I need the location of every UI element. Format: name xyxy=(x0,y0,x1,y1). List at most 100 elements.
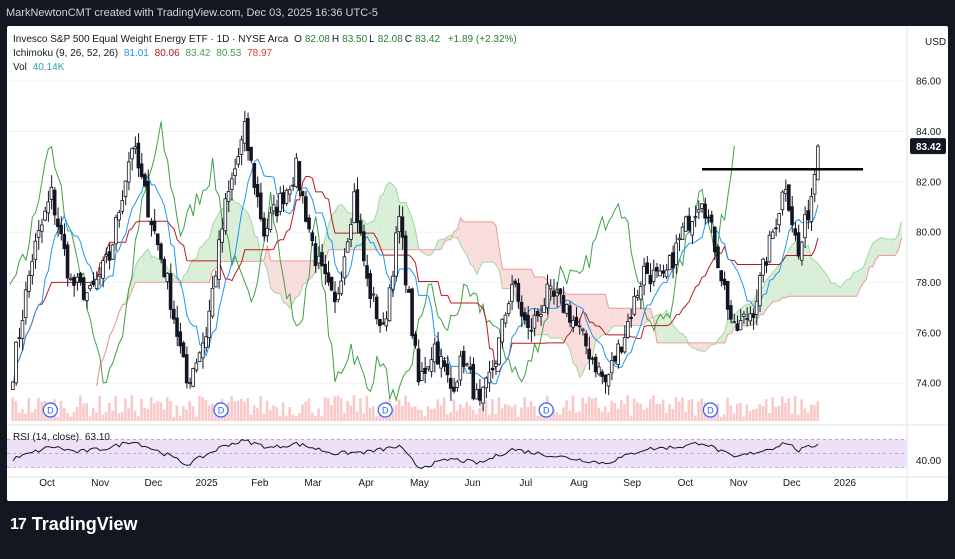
price-chart[interactable]: D D D D D USD 74.00 76.00 78.00 80.00 82.00 84.00 8… xyxy=(7,26,948,501)
candle-body xyxy=(104,254,108,257)
candle-body xyxy=(439,356,443,369)
time-tick-label: Oct xyxy=(678,478,694,489)
volume-bar xyxy=(314,415,317,421)
cloud-segment xyxy=(698,342,703,352)
volume-bar xyxy=(677,401,681,421)
cloud-segment xyxy=(409,210,413,250)
cloud-segment xyxy=(508,269,513,289)
volume-bar xyxy=(69,416,72,421)
volume-bar xyxy=(269,410,272,421)
cloud-segment xyxy=(557,289,561,339)
volume-bar xyxy=(603,406,607,421)
rsi-label[interactable]: RSI (14, close) xyxy=(13,432,80,443)
candle-body xyxy=(181,342,186,358)
volume-bar xyxy=(127,407,130,421)
candle-body xyxy=(774,227,778,230)
candle-body xyxy=(455,381,459,388)
volume-bar xyxy=(694,415,697,421)
candle-body xyxy=(284,189,289,204)
cloud-segment xyxy=(489,221,493,263)
volume-bar xyxy=(584,403,588,421)
volume-bar xyxy=(475,414,478,421)
volume-bar xyxy=(587,396,591,421)
candle-body xyxy=(184,354,189,384)
volume-bar xyxy=(455,411,459,421)
volume-bar xyxy=(394,404,398,421)
volume-bar xyxy=(346,400,349,421)
volume-bar xyxy=(458,404,462,421)
candle-body xyxy=(626,321,630,338)
volume-bar xyxy=(114,396,118,421)
candle-body xyxy=(384,318,389,327)
cloud-segment xyxy=(438,239,442,250)
volume-bar xyxy=(198,395,201,421)
candle-body xyxy=(584,333,588,347)
volume-bar xyxy=(487,414,491,421)
cloud-segment xyxy=(898,221,902,250)
candle-body xyxy=(783,188,788,194)
symbol-title[interactable]: Invesco S&P 500 Equal Weight Energy ETF … xyxy=(13,34,289,45)
candle-body xyxy=(159,243,163,260)
cloud-segment xyxy=(373,212,377,250)
candle-body xyxy=(146,180,150,218)
cloud-segment xyxy=(888,239,893,256)
volume-bar xyxy=(504,403,507,421)
candle-body xyxy=(236,156,241,165)
candle-body xyxy=(471,363,476,400)
candle-body xyxy=(709,214,714,223)
volume-bar xyxy=(24,413,27,421)
candle-body xyxy=(246,117,250,152)
candle-body xyxy=(465,363,469,366)
volume-bar xyxy=(201,397,204,421)
cloud-segment xyxy=(254,234,258,262)
volume-bar xyxy=(439,405,443,421)
cloud-segment xyxy=(589,294,593,362)
volume-bar xyxy=(816,401,819,421)
candle-body xyxy=(165,272,170,282)
candle-body xyxy=(242,121,247,144)
ichimoku-label[interactable]: Ichimoku (9, 26, 52, 26) xyxy=(13,48,119,59)
candle-body xyxy=(191,368,195,387)
volume-label[interactable]: Vol xyxy=(13,62,27,73)
time-tick-label: Oct xyxy=(39,478,55,489)
candle-body xyxy=(43,210,47,221)
candle-body xyxy=(262,217,266,237)
volume-bar xyxy=(761,405,765,421)
candle-body xyxy=(683,216,688,232)
candle-body xyxy=(275,206,279,217)
cloud-segment xyxy=(492,221,496,266)
rsi-tick-label: 40.00 xyxy=(916,456,941,467)
volume-bar xyxy=(149,397,153,421)
candle-body xyxy=(329,276,334,291)
volume-bar xyxy=(784,402,787,421)
candle-body xyxy=(407,289,411,293)
cloud-segment xyxy=(885,239,889,256)
candle-body xyxy=(313,243,318,266)
candle-body xyxy=(574,316,579,326)
volume-bar xyxy=(681,397,684,421)
ichimoku-span-a-value: 80.53 xyxy=(216,48,242,59)
candle-body xyxy=(365,265,369,279)
cloud-segment xyxy=(727,315,732,335)
tradingview-brand[interactable]: 17 TradingView xyxy=(10,514,138,535)
cloud-segment xyxy=(637,308,641,326)
candle-body xyxy=(229,178,234,190)
volume-bar xyxy=(710,414,713,421)
cloud-segment xyxy=(789,244,793,297)
cloud-segment xyxy=(830,282,835,297)
legend-rsi-row: RSI (14, close) 63.10 xyxy=(13,432,113,443)
cloud-segment xyxy=(483,221,487,263)
cloud-segment xyxy=(496,225,500,271)
dividend-marker-label: D xyxy=(543,406,550,416)
cloud-segment xyxy=(692,342,696,349)
candle-body xyxy=(448,377,453,389)
rsi-value: 63.10 xyxy=(84,432,110,443)
candle-body xyxy=(162,258,166,278)
cloud-segment xyxy=(895,233,899,256)
cloud-segment xyxy=(341,204,345,250)
volume-bar xyxy=(352,395,356,421)
cloud-segment xyxy=(875,238,880,260)
volume-bar xyxy=(397,399,401,421)
volume-bar xyxy=(46,414,50,421)
candle-body xyxy=(500,318,505,343)
